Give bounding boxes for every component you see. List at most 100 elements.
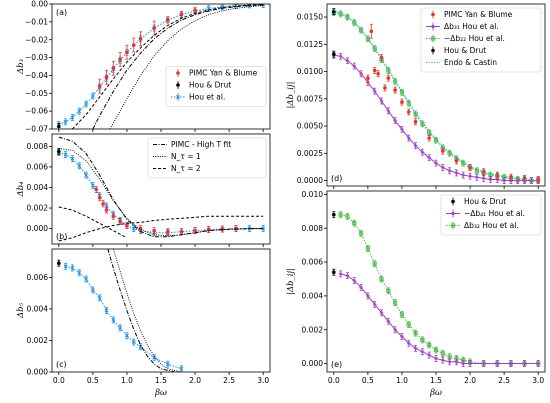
data-point (433, 138, 439, 143)
y-tick-label: 0.0000 (297, 176, 323, 185)
data-point (338, 271, 343, 277)
legend-label: PIMC Yan & Blume (444, 10, 513, 19)
data-point (179, 229, 184, 234)
series-line-4 (58, 147, 264, 237)
legend: Hou & Drut −Δb₄₁ Hou et al. Δb₃₂ Hou et al… (440, 194, 542, 236)
data-point (84, 277, 89, 281)
y-axis-label: |Δb_ij| (286, 268, 296, 295)
data-point (393, 300, 398, 305)
data-point (193, 228, 197, 233)
data-point (372, 261, 377, 266)
data-point (488, 177, 493, 182)
panel-0: 0.00 −0.01 −0.02 −0.03 −0.04 −0.05 −0.06 −0.07 Δ… (16, 0, 271, 134)
y-tick-label: 0.008 (27, 142, 49, 151)
data-point (352, 278, 357, 283)
series-line-3 (58, 136, 264, 238)
y-tick-label: 0.0100 (297, 67, 323, 76)
data-point (372, 302, 377, 307)
data-point (358, 28, 364, 33)
data-point (399, 312, 405, 317)
legend-label: Hou & Drut (189, 81, 231, 90)
data-point (97, 195, 102, 200)
y-tick-label: 0.000 (302, 359, 324, 368)
data-point (220, 227, 225, 231)
data-point (118, 325, 123, 330)
data-point (111, 214, 116, 219)
data-point (338, 54, 343, 59)
y-tick-label: 0.002 (27, 204, 49, 213)
y-tick-label: 0.002 (302, 325, 324, 334)
data-point (406, 110, 411, 114)
data-point (399, 334, 405, 339)
data-point (125, 223, 129, 228)
y-tick-label: −0.02 (25, 35, 48, 44)
data-point (57, 261, 61, 265)
x-tick-label: 2.0 (189, 376, 201, 385)
y-tick-label: 0.006 (27, 273, 49, 282)
data-point (406, 322, 411, 327)
data-point (345, 273, 350, 278)
panel-2: 0.006 0.004 0.002 0.000 0.0 0.5 1.0 1.5 2.0 2.5 3.… (16, 248, 271, 398)
data-point (70, 265, 75, 270)
legend-marker (176, 71, 180, 75)
panel-tag: (a) (56, 8, 67, 17)
data-point (447, 359, 452, 365)
legend-label: PIMC - High T fit (171, 140, 231, 149)
data-point (386, 319, 391, 324)
legend-box (165, 66, 267, 107)
data-point (426, 352, 432, 358)
series-line-4 (109, 5, 264, 129)
data-point (352, 63, 357, 69)
panel-tag: (d) (331, 174, 342, 183)
data-point (467, 361, 473, 366)
legend-label: PIMC Yan & Blume (189, 69, 258, 78)
data-point (413, 346, 418, 351)
legend-marker (450, 223, 456, 228)
data-point (104, 75, 109, 80)
data-point (392, 118, 398, 123)
data-point (70, 115, 75, 120)
data-point (111, 318, 116, 322)
data-point (413, 330, 418, 336)
data-point (84, 173, 89, 178)
data-point (420, 349, 425, 354)
y-tick-label: 0.00 (31, 0, 48, 9)
data-point (193, 8, 197, 13)
data-point (352, 20, 357, 25)
data-point (447, 151, 452, 156)
data-point (332, 212, 336, 217)
legend-marker (451, 199, 455, 204)
x-tick-label: 3.0 (532, 376, 544, 385)
panel-3: 0.0150 0.0125 0.0100 0.0075 0.0050 0.0025 0.00… (286, 3, 546, 189)
legend-box (420, 7, 542, 73)
data-point (440, 351, 445, 356)
y-axis-label: Δb₄ (16, 181, 26, 198)
data-point (332, 9, 336, 14)
legend-label: Endo & Castin (444, 58, 497, 67)
data-point (369, 29, 374, 34)
data-point (125, 50, 129, 55)
y-tick-label: 0.002 (27, 336, 49, 345)
x-tick-label: 1.0 (121, 376, 133, 385)
panel-1: 0.008 0.006 0.004 0.002 0.000 Δb₄ (b) PIMC - Hi… (16, 133, 271, 247)
data-point (97, 84, 102, 88)
data-point (522, 361, 527, 366)
x-tick-label: 2.5 (223, 376, 235, 385)
legend-marker (431, 48, 435, 53)
data-point (440, 165, 446, 170)
data-point (57, 149, 61, 154)
data-point (426, 155, 432, 160)
panel-tag: (b) (56, 232, 67, 241)
y-axis-label: |Δb_ij| (286, 82, 296, 109)
legend-label: Δb₃₁ Hou et al. (444, 22, 499, 31)
legend-marker (176, 95, 180, 99)
y-axis-label: Δb₃ (16, 58, 26, 75)
panel-4: 0.010 0.008 0.006 0.004 0.002 0.000 0.0 0.5 1.0 1… (286, 190, 546, 398)
x-tick-label: 1.5 (155, 376, 167, 385)
data-point (420, 337, 425, 342)
data-point (383, 86, 387, 90)
data-point (166, 229, 170, 234)
series-line-5 (58, 215, 264, 242)
series-group (57, 249, 184, 372)
data-point (118, 219, 122, 224)
